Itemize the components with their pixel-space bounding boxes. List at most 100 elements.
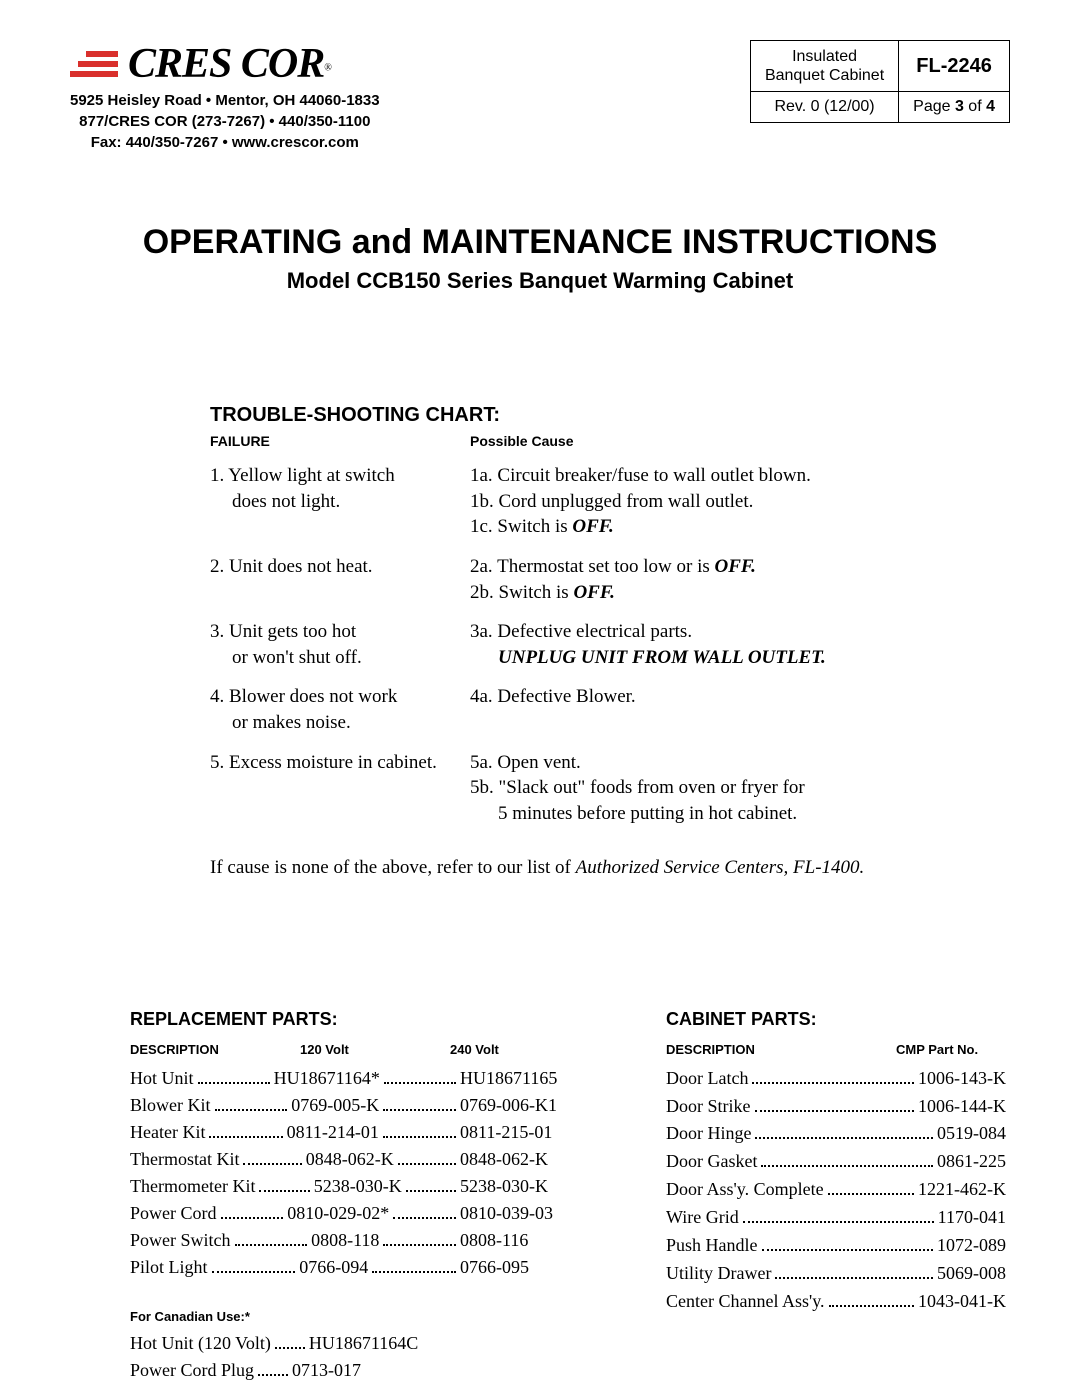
ts-row: 3. Unit gets too hot or won't shut off. … (210, 619, 870, 670)
part-description: Blower Kit (130, 1092, 211, 1119)
part-120v: 0848-062-K (306, 1146, 394, 1173)
cause-text: 2b. Switch is OFF. (470, 580, 870, 606)
part-120v: 0766-094 (299, 1254, 368, 1281)
part-row: Thermostat Kit0848-062-K0848-062-K (130, 1146, 560, 1173)
part-120v: 0811-214-01 (287, 1119, 379, 1146)
cabinet-part-row: Push Handle 1072-089 (666, 1232, 1006, 1260)
cabinet-part-number: 1006-144-K (918, 1093, 1006, 1121)
company-phone: 877/CRES COR (273-7267) • 440/350-1100 (70, 111, 380, 132)
failure-text: does not light. (210, 489, 450, 515)
col-header-cause: Possible Cause (470, 433, 574, 449)
cabinet-part-description: Door Ass'y. Complete (666, 1176, 824, 1204)
part-row: Power Switch0808-1180808-116 (130, 1227, 560, 1254)
cabinet-part-description: Door Latch (666, 1065, 748, 1093)
cabinet-part-number: 0861-225 (937, 1148, 1006, 1176)
part-240v: 5238-030-K (460, 1173, 560, 1200)
part-description: Heater Kit (130, 1119, 205, 1146)
part-row: Power Cord0810-029-02*0810-039-03 (130, 1200, 560, 1227)
logo-bars-icon (70, 51, 118, 77)
troubleshooting-section: TROUBLE-SHOOTING CHART: FAILURE Possible… (70, 404, 1010, 879)
cabinet-part-description: Center Channel Ass'y. (666, 1288, 825, 1316)
replacement-parts-section: REPLACEMENT PARTS: DESCRIPTION 120 Volt … (130, 1009, 560, 1384)
page-header: CRES COR® 5925 Heisley Road • Mentor, OH… (70, 40, 1010, 153)
cabinet-heading: CABINET PARTS: (666, 1009, 1006, 1030)
cause-text: 1c. Switch is OFF. (470, 514, 870, 540)
cause-text: 1b. Cord unplugged from wall outlet. (470, 489, 870, 515)
col-header-description: DESCRIPTION (130, 1042, 300, 1057)
col-header-description: DESCRIPTION (666, 1042, 896, 1057)
part-row: Pilot Light0766-0940766-095 (130, 1254, 560, 1281)
failure-text: 4. Blower does not work (210, 684, 450, 710)
failure-text: 5. Excess moisture in cabinet. (210, 750, 450, 776)
logo-block: CRES COR® 5925 Heisley Road • Mentor, OH… (70, 40, 380, 153)
failure-text: or makes noise. (210, 710, 450, 736)
document-info-box: Insulated Banquet Cabinet FL-2246 Rev. 0… (750, 40, 1010, 123)
cabinet-part-row: Utility Drawer 5069-008 (666, 1260, 1006, 1288)
canadian-use-heading: For Canadian Use:* (130, 1309, 560, 1324)
cabinet-part-number: 1221-462-K (918, 1176, 1006, 1204)
part-description: Hot Unit (130, 1065, 194, 1092)
col-header-failure: FAILURE (210, 433, 470, 449)
registered-mark: ® (324, 63, 332, 74)
part-row: Hot Unit (120 Volt)HU18671164C (130, 1330, 560, 1357)
part-description: Power Cord (130, 1200, 217, 1227)
part-240v: 0808-116 (460, 1227, 560, 1254)
cabinet-part-description: Door Gasket (666, 1148, 757, 1176)
part-row: Hot Unit HU18671164* HU18671165 (130, 1065, 560, 1092)
cabinet-part-row: Center Channel Ass'y. 1043-041-K (666, 1288, 1006, 1316)
failure-text: 2. Unit does not heat. (210, 554, 450, 580)
cabinet-part-description: Utility Drawer (666, 1260, 771, 1288)
main-title: OPERATING and MAINTENANCE INSTRUCTIONS (70, 223, 1010, 262)
cause-text: 5 minutes before putting in hot cabinet. (470, 801, 870, 827)
col-header-120v: 120 Volt (300, 1042, 450, 1057)
part-120v: 5238-030-K (314, 1173, 402, 1200)
cabinet-part-number: 5069-008 (937, 1260, 1006, 1288)
page-indicator: Page 3 of 4 (899, 92, 1010, 123)
cabinet-part-row: Door Latch 1006-143-K (666, 1065, 1006, 1093)
cabinet-part-number: 1043-041-K (918, 1288, 1006, 1316)
cabinet-parts-section: CABINET PARTS: DESCRIPTION CMP Part No. … (666, 1009, 1006, 1384)
ts-row: 1. Yellow light at switch does not light… (210, 463, 870, 540)
part-row: Thermometer Kit 5238-030-K 5238-030-K (130, 1173, 560, 1200)
part-120v: 0769-005-K (291, 1092, 379, 1119)
ts-row: 4. Blower does not work or makes noise. … (210, 684, 870, 735)
troubleshooting-heading: TROUBLE-SHOOTING CHART: (210, 404, 870, 427)
company-fax-web: Fax: 440/350-7267 • www.crescor.com (70, 132, 380, 153)
part-row: Power Cord Plug 0713-017 (130, 1357, 560, 1384)
document-number: FL-2246 (899, 41, 1010, 92)
cause-text: 5b. "Slack out" foods from oven or fryer… (470, 775, 870, 801)
col-header-cmp-part: CMP Part No. (896, 1042, 1006, 1057)
part-description: Power Switch (130, 1227, 231, 1254)
cause-text: 5a. Open vent. (470, 750, 870, 776)
cause-text: 2a. Thermostat set too low or is OFF. (470, 554, 870, 580)
cause-text: 4a. Defective Blower. (470, 684, 870, 710)
part-120v: HU18671164* (274, 1065, 380, 1092)
part-description: Thermometer Kit (130, 1173, 255, 1200)
cause-text: UNPLUG UNIT FROM WALL OUTLET. (470, 645, 870, 671)
part-description: Hot Unit (120 Volt) (130, 1330, 271, 1357)
part-240v: 0848-062-K (460, 1146, 560, 1173)
cabinet-part-description: Push Handle (666, 1232, 758, 1260)
ts-row: 5. Excess moisture in cabinet. 5a. Open … (210, 750, 870, 827)
failure-text: 1. Yellow light at switch (210, 463, 450, 489)
cabinet-part-description: Door Hinge (666, 1120, 751, 1148)
failure-text: 3. Unit gets too hot (210, 619, 450, 645)
cabinet-part-number: 1006-143-K (918, 1065, 1006, 1093)
cabinet-part-description: Wire Grid (666, 1204, 739, 1232)
part-row: Heater Kit0811-214-010811-215-01 (130, 1119, 560, 1146)
refer-note: If cause is none of the above, refer to … (210, 857, 870, 879)
part-240v: HU18671165 (460, 1065, 560, 1092)
cabinet-part-row: Door Hinge 0519-084 (666, 1120, 1006, 1148)
cabinet-part-row: Door Ass'y. Complete 1221-462-K (666, 1176, 1006, 1204)
col-header-240v: 240 Volt (450, 1042, 560, 1057)
cabinet-part-number: 1072-089 (937, 1232, 1006, 1260)
part-number: 0713-017 (292, 1357, 361, 1384)
part-description: Power Cord Plug (130, 1357, 254, 1384)
company-contact: 5925 Heisley Road • Mentor, OH 44060-183… (70, 90, 380, 153)
cabinet-part-number: 0519-084 (937, 1120, 1006, 1148)
part-240v: 0769-006-K1 (460, 1092, 560, 1119)
cabinet-part-row: Door Strike1006-144-K (666, 1093, 1006, 1121)
part-description: Pilot Light (130, 1254, 208, 1281)
product-name: Insulated Banquet Cabinet (750, 41, 898, 92)
cabinet-part-row: Wire Grid1170-041 (666, 1204, 1006, 1232)
